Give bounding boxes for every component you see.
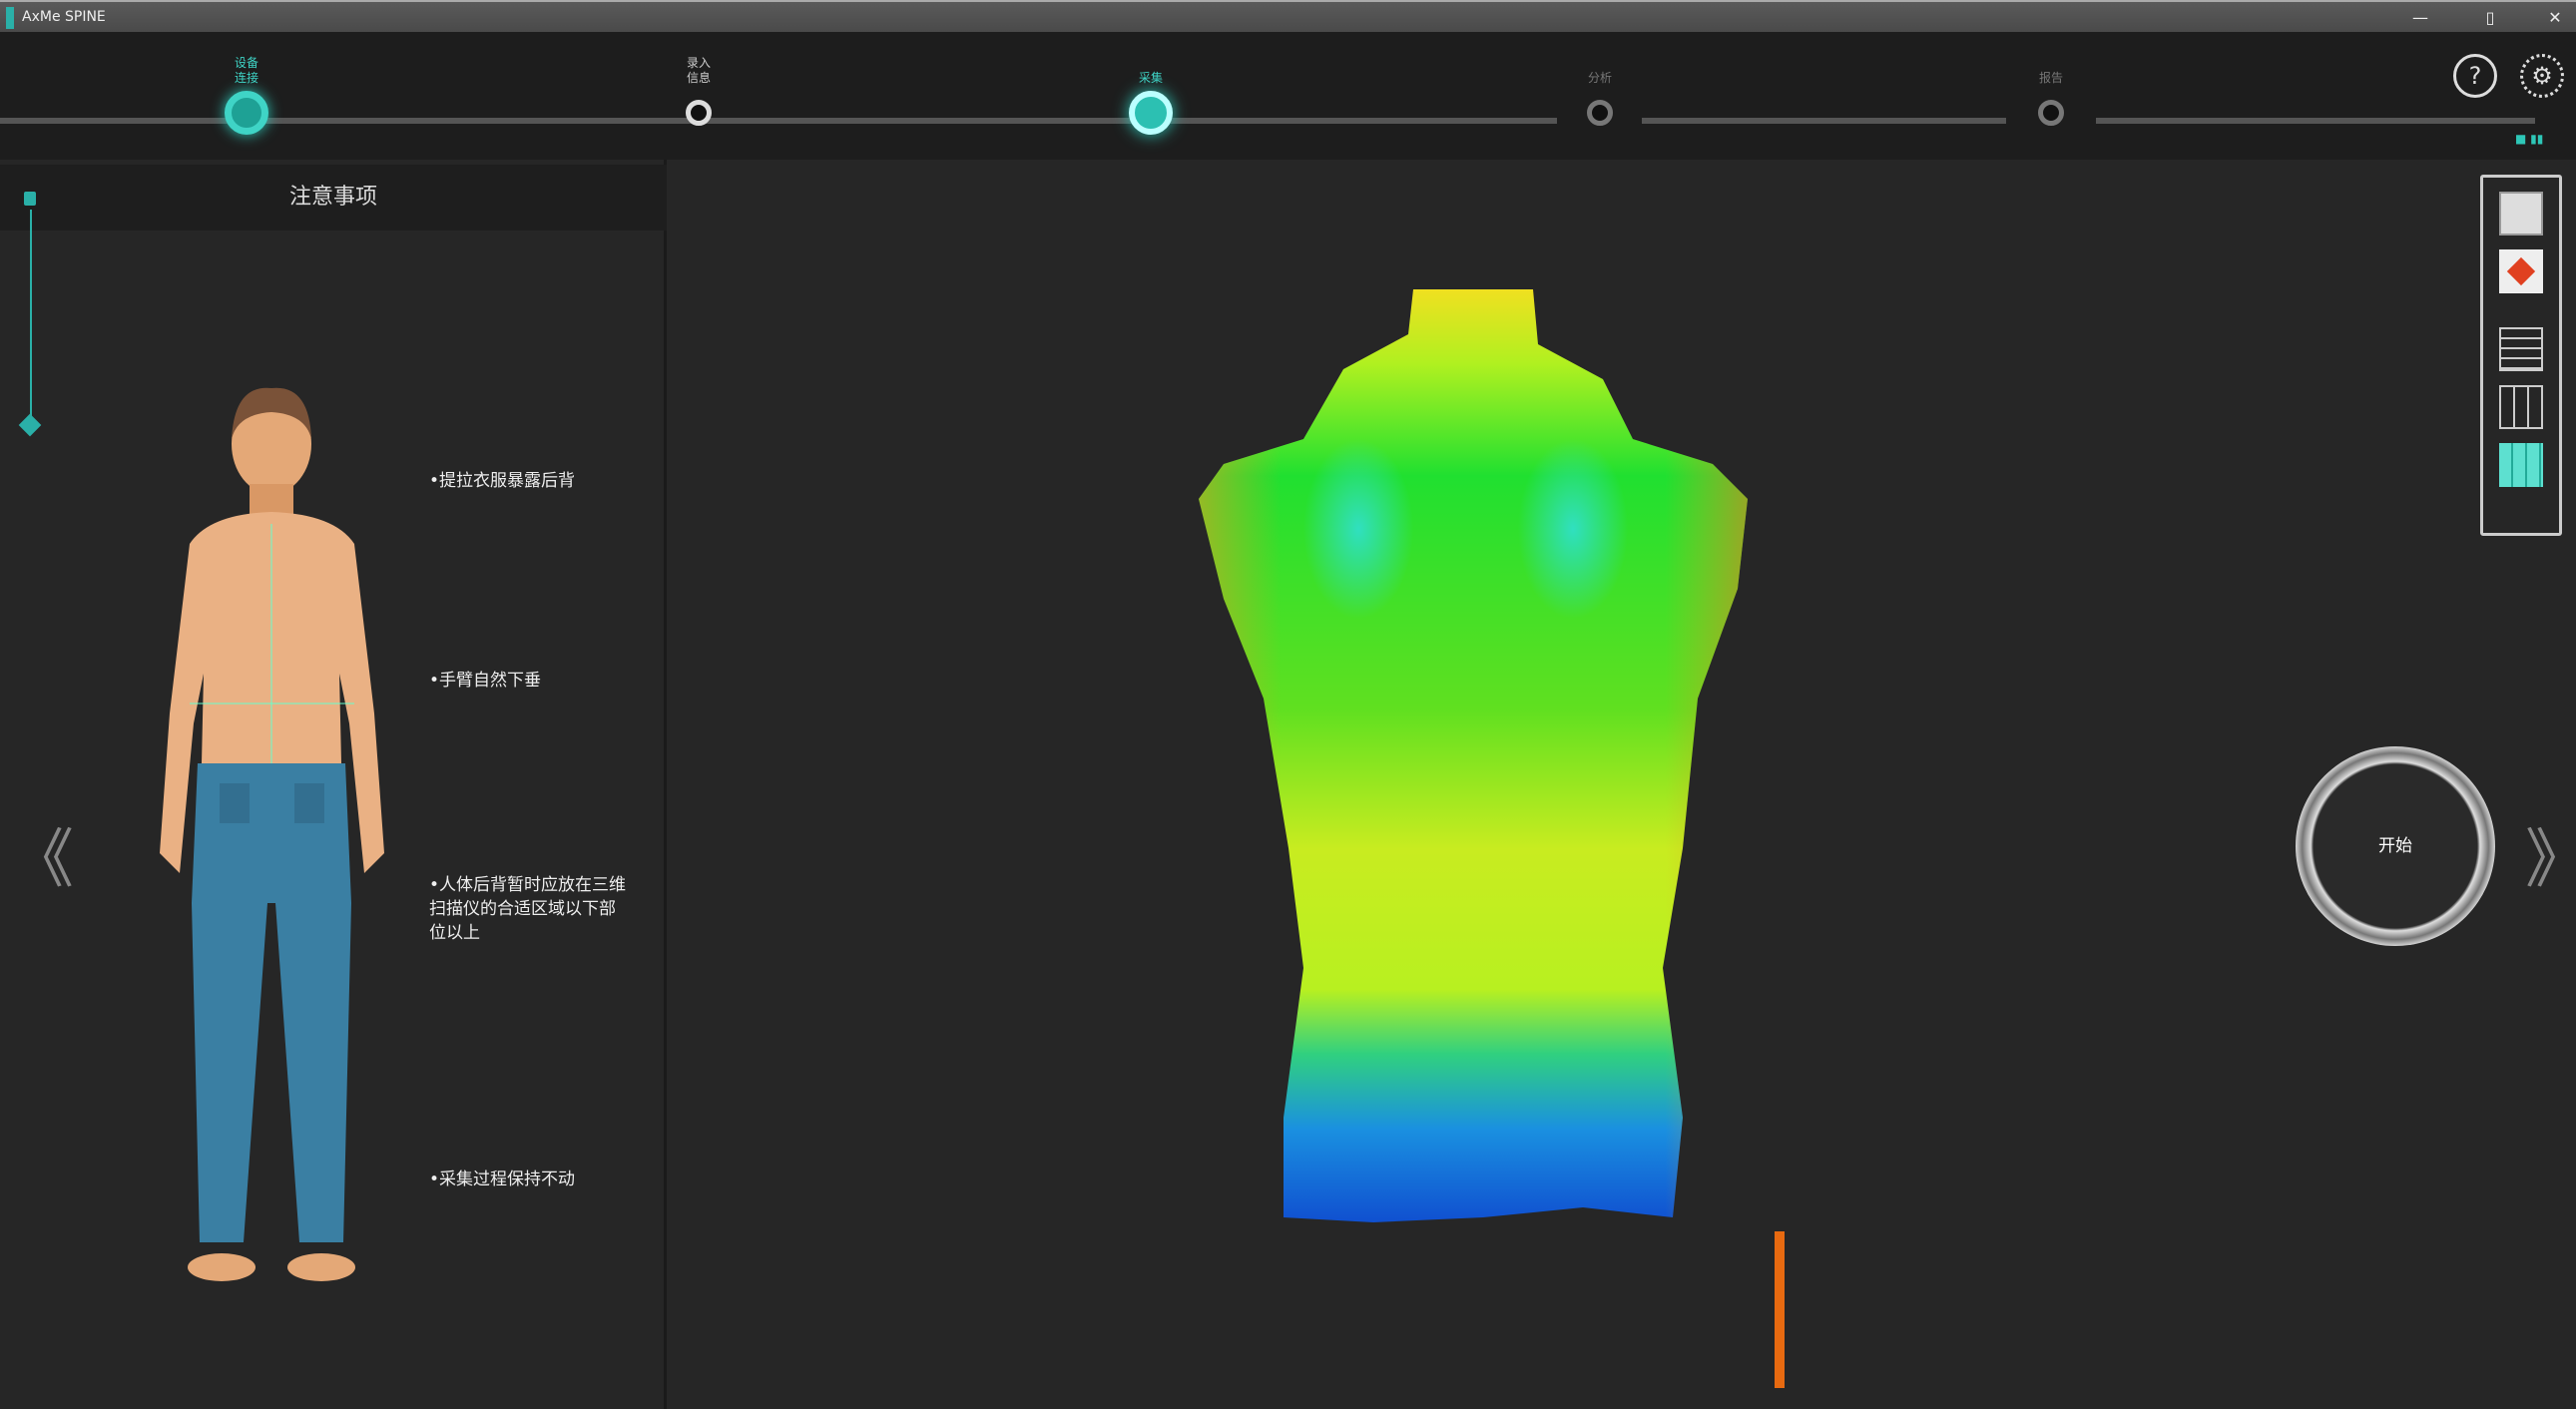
step-progress: 设备 连接 录入 信息 采集 分析 报告 ? ⚙ ■ ▮▮	[0, 32, 2576, 160]
device-status-indicator: ■ ▮▮	[2515, 132, 2544, 146]
step-label: 信息	[686, 71, 711, 85]
grid-icon[interactable]	[2499, 385, 2543, 429]
grid-fine-icon[interactable]	[2499, 327, 2543, 371]
minimize-button[interactable]: —	[2412, 8, 2428, 27]
instructions-panel: 注意事项 •提拉衣服暴露后背 •手臂自然下垂 •人体后背暂时应放在三维扫描仪的合…	[0, 160, 667, 1409]
tip-4: •采集过程保持不动	[429, 1170, 576, 1189]
step-dot	[686, 100, 712, 126]
tip-1: •提拉衣服暴露后背	[429, 471, 576, 491]
close-button[interactable]: ✕	[2548, 8, 2562, 27]
window-title: AxMe SPINE	[22, 9, 106, 25]
settings-icon[interactable]: ⚙	[2520, 54, 2564, 98]
step-dot	[1129, 91, 1173, 135]
human-back-illustration	[160, 387, 384, 1281]
next-arrow-button[interactable]: 》	[2525, 808, 2576, 900]
step-5[interactable]: 报告	[1991, 32, 2111, 126]
height-scale-bar	[1775, 1231, 1785, 1388]
start-scan-button[interactable]: 开始	[2296, 746, 2495, 946]
step-label: 采集	[1138, 71, 1163, 85]
app-logo-icon	[6, 7, 14, 29]
panel-title: 注意事项	[0, 165, 667, 231]
step-dot	[2038, 100, 2064, 126]
step-2[interactable]: 录入 信息	[639, 32, 759, 126]
step-label: 分析	[1587, 71, 1612, 85]
pin-icon[interactable]	[24, 192, 36, 206]
tip-2: •手臂自然下垂	[429, 671, 542, 691]
step-1[interactable]: 设备 连接	[187, 32, 306, 135]
spine-view-icon[interactable]	[2499, 192, 2543, 235]
view-toolbar	[2480, 175, 2562, 536]
step-label: 设备	[234, 56, 258, 70]
progress-track	[1642, 118, 2006, 124]
step-dot	[1587, 100, 1613, 126]
progress-track	[2096, 118, 2535, 124]
step-3[interactable]: 采集	[1091, 32, 1211, 135]
step-label: 录入	[686, 56, 711, 70]
scroll-handle[interactable]	[18, 413, 42, 437]
scroll-track	[30, 210, 32, 424]
back-scan-heatmap	[1199, 289, 1748, 1222]
title-bar: AxMe SPINE — ▯ ✕	[0, 0, 2576, 32]
previous-arrow-button[interactable]: 《	[10, 823, 74, 897]
marker-icon[interactable]	[2499, 249, 2543, 293]
progress-track	[0, 118, 1557, 124]
help-icon[interactable]: ?	[2453, 54, 2497, 98]
step-4[interactable]: 分析	[1540, 32, 1660, 126]
grid-filled-icon[interactable]	[2499, 443, 2543, 487]
tip-3: •人体后背暂时应放在三维扫描仪的合适区域以下部位以上	[429, 875, 627, 943]
step-dot	[225, 91, 268, 135]
3d-scan-viewport[interactable]	[670, 160, 2576, 1409]
maximize-button[interactable]: ▯	[2485, 8, 2495, 27]
step-label: 报告	[2038, 71, 2063, 85]
step-label: 连接	[234, 71, 258, 85]
